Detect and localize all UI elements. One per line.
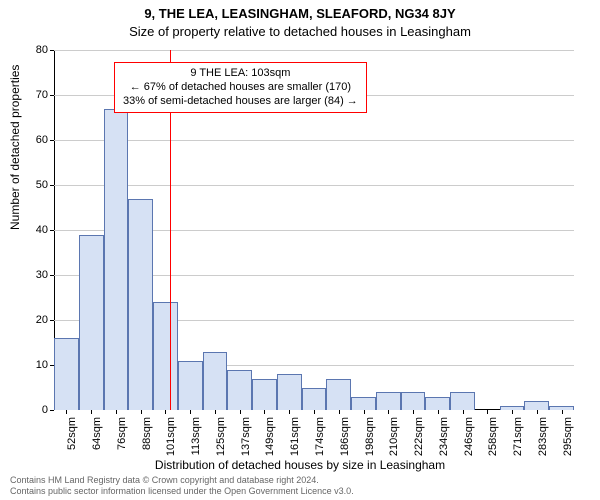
y-tick-mark <box>50 50 54 51</box>
x-tick-label: 186sqm <box>339 417 351 467</box>
x-tick-label: 161sqm <box>289 417 301 467</box>
y-tick-label: 80 <box>20 44 48 56</box>
plot-area: 9 THE LEA: 103sqm← 67% of detached house… <box>54 50 574 410</box>
address-title: 9, THE LEA, LEASINGHAM, SLEAFORD, NG34 8… <box>0 6 600 21</box>
histogram-bar <box>376 392 401 410</box>
annotation-box: 9 THE LEA: 103sqm← 67% of detached house… <box>114 62 367 113</box>
y-tick-mark <box>50 95 54 96</box>
x-tick-mark <box>66 410 67 414</box>
histogram-bar <box>351 397 376 411</box>
x-tick-mark <box>240 410 241 414</box>
x-tick-label: 149sqm <box>264 417 276 467</box>
x-tick-mark <box>289 410 290 414</box>
histogram-bar <box>54 338 79 410</box>
footer-attribution: Contains HM Land Registry data © Crown c… <box>10 475 590 496</box>
x-tick-label: 246sqm <box>463 417 475 467</box>
x-tick-mark <box>537 410 538 414</box>
histogram-bar <box>277 374 302 410</box>
x-tick-label: 234sqm <box>438 417 450 467</box>
x-tick-label: 101sqm <box>165 417 177 467</box>
x-tick-mark <box>165 410 166 414</box>
histogram-bar <box>252 379 277 411</box>
x-tick-mark <box>141 410 142 414</box>
y-tick-label: 20 <box>20 314 48 326</box>
y-tick-mark <box>50 185 54 186</box>
histogram-bar <box>128 199 153 411</box>
y-tick-mark <box>50 230 54 231</box>
x-tick-label: 113sqm <box>190 417 202 467</box>
x-tick-mark <box>264 410 265 414</box>
gridline <box>54 140 574 141</box>
y-tick-mark <box>50 140 54 141</box>
histogram-bar <box>227 370 252 411</box>
histogram-bar <box>104 109 129 411</box>
y-tick-mark <box>50 320 54 321</box>
y-tick-label: 30 <box>20 269 48 281</box>
x-tick-mark <box>562 410 563 414</box>
footer-line-1: Contains HM Land Registry data © Crown c… <box>10 475 590 485</box>
x-tick-label: 52sqm <box>66 417 78 467</box>
annotation-line: 33% of semi-detached houses are larger (… <box>123 95 358 109</box>
y-tick-label: 40 <box>20 224 48 236</box>
y-tick-mark <box>50 410 54 411</box>
x-tick-label: 137sqm <box>240 417 252 467</box>
footer-line-2: Contains public sector information licen… <box>10 486 590 496</box>
x-tick-label: 198sqm <box>364 417 376 467</box>
gridline <box>54 185 574 186</box>
x-tick-mark <box>190 410 191 414</box>
annotation-line: ← 67% of detached houses are smaller (17… <box>123 81 358 95</box>
x-tick-mark <box>463 410 464 414</box>
x-tick-label: 210sqm <box>388 417 400 467</box>
histogram-bar <box>524 401 549 410</box>
histogram-bar <box>302 388 327 411</box>
chart-subtitle: Size of property relative to detached ho… <box>0 24 600 39</box>
x-tick-mark <box>388 410 389 414</box>
x-tick-mark <box>364 410 365 414</box>
x-tick-mark <box>314 410 315 414</box>
histogram-bar <box>425 397 450 411</box>
gridline <box>54 50 574 51</box>
x-tick-label: 258sqm <box>487 417 499 467</box>
y-tick-label: 0 <box>20 404 48 416</box>
annotation-line: 9 THE LEA: 103sqm <box>123 67 358 81</box>
histogram-bar <box>79 235 104 411</box>
x-tick-mark <box>413 410 414 414</box>
x-tick-mark <box>91 410 92 414</box>
y-tick-label: 50 <box>20 179 48 191</box>
x-tick-mark <box>438 410 439 414</box>
x-tick-label: 76sqm <box>116 417 128 467</box>
x-tick-mark <box>339 410 340 414</box>
y-tick-label: 70 <box>20 89 48 101</box>
x-tick-label: 222sqm <box>413 417 425 467</box>
x-tick-label: 283sqm <box>537 417 549 467</box>
histogram-bar <box>178 361 203 411</box>
histogram-bar <box>326 379 351 411</box>
x-tick-label: 295sqm <box>562 417 574 467</box>
y-tick-mark <box>50 275 54 276</box>
x-tick-mark <box>512 410 513 414</box>
y-tick-label: 60 <box>20 134 48 146</box>
x-tick-mark <box>215 410 216 414</box>
histogram-bar <box>401 392 426 410</box>
x-tick-mark <box>116 410 117 414</box>
x-tick-label: 271sqm <box>512 417 524 467</box>
histogram-bar <box>153 302 178 410</box>
x-tick-label: 174sqm <box>314 417 326 467</box>
x-tick-mark <box>487 410 488 414</box>
x-tick-label: 125sqm <box>215 417 227 467</box>
x-tick-label: 64sqm <box>91 417 103 467</box>
histogram-bar <box>203 352 228 411</box>
x-tick-label: 88sqm <box>141 417 153 467</box>
histogram-bar <box>450 392 475 410</box>
chart-container: 9, THE LEA, LEASINGHAM, SLEAFORD, NG34 8… <box>0 0 600 500</box>
y-tick-label: 10 <box>20 359 48 371</box>
